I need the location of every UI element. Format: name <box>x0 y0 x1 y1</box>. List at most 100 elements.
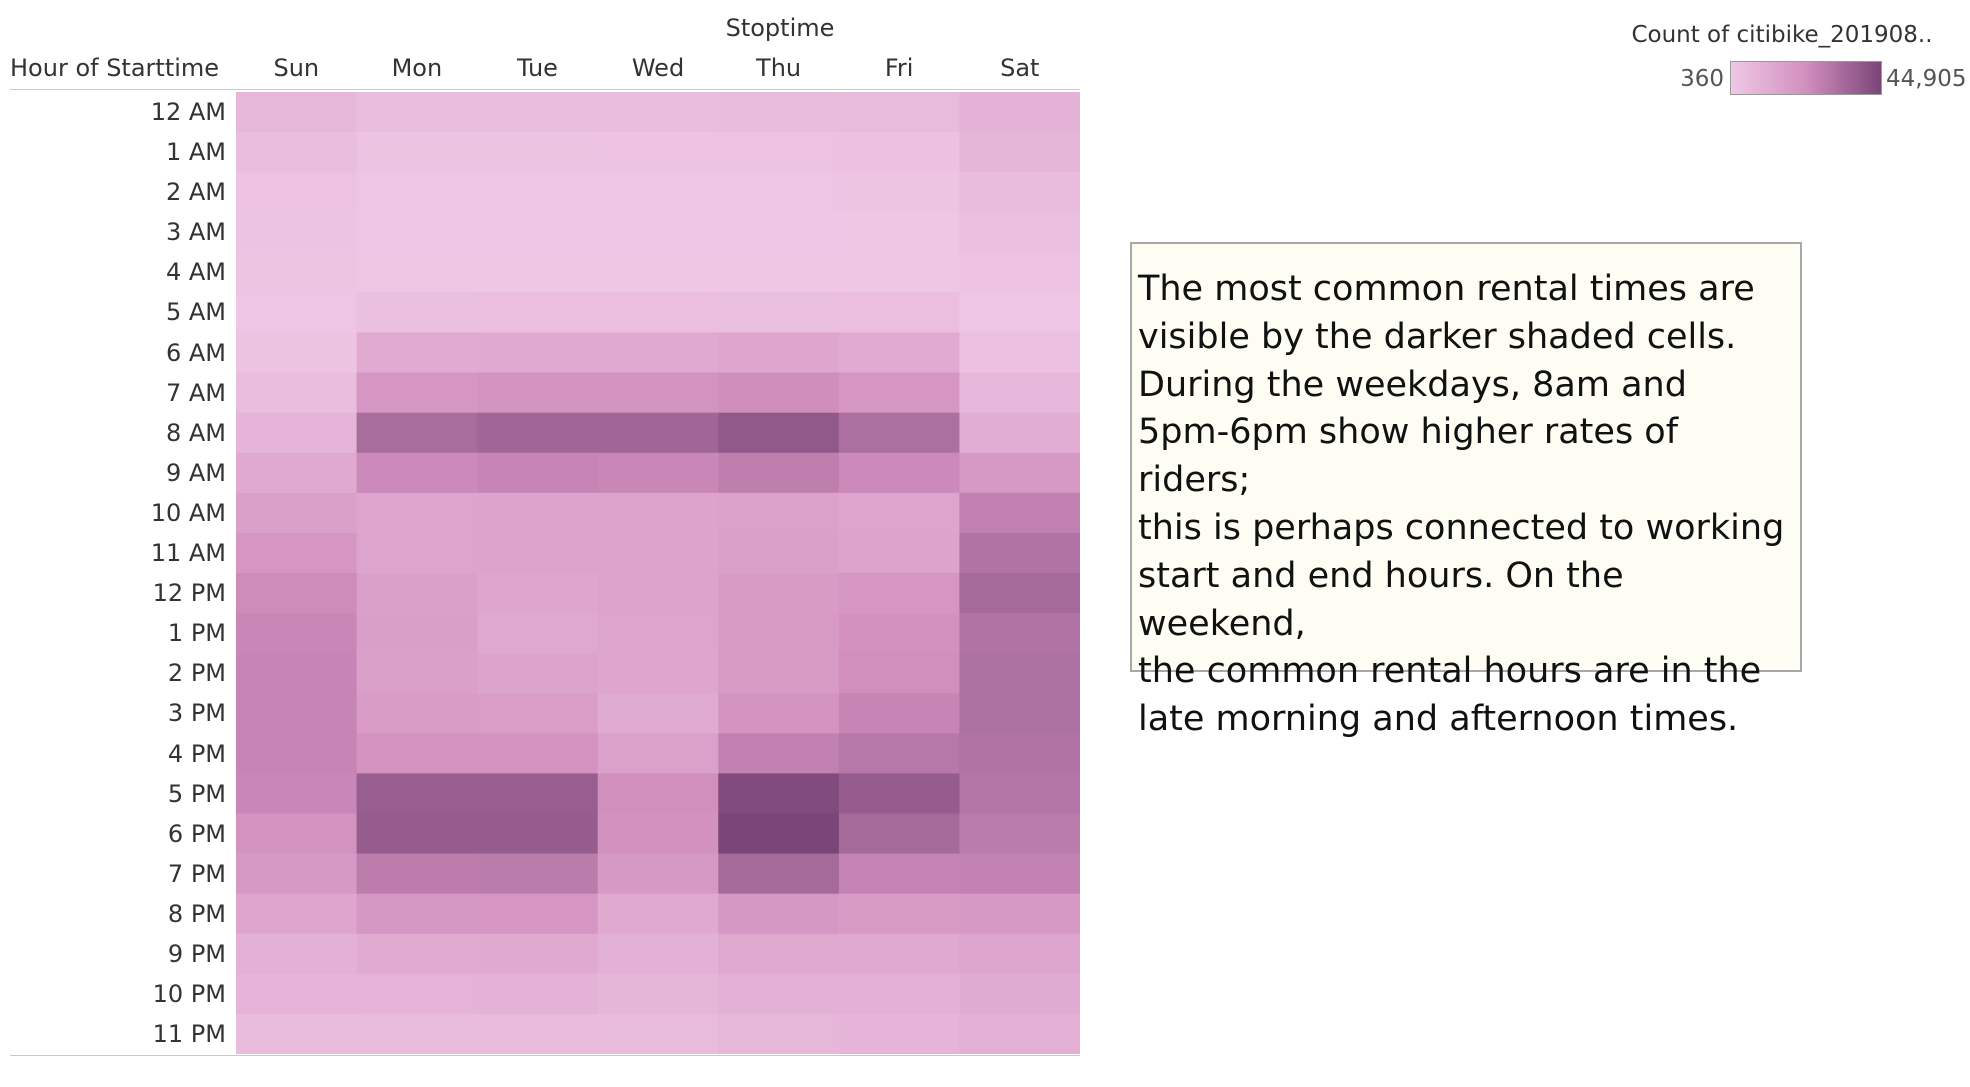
heatmap-cell[interactable] <box>959 372 1080 414</box>
heatmap-cell[interactable] <box>838 292 961 334</box>
heatmap-cell[interactable] <box>959 773 1080 815</box>
heatmap-cell[interactable] <box>959 92 1080 133</box>
heatmap-cell[interactable] <box>959 172 1080 213</box>
heatmap-cell[interactable] <box>959 973 1080 1015</box>
heatmap-cell[interactable] <box>356 452 478 494</box>
heatmap-cell[interactable] <box>597 452 719 494</box>
heatmap-cell[interactable] <box>356 492 478 534</box>
heatmap-cell[interactable] <box>477 252 599 294</box>
heatmap-cell[interactable] <box>838 933 961 975</box>
heatmap-cell[interactable] <box>597 412 719 454</box>
heatmap-cell[interactable] <box>477 733 599 775</box>
heatmap-cell[interactable] <box>477 933 599 975</box>
heatmap-cell[interactable] <box>959 853 1080 895</box>
heatmap-cell[interactable] <box>236 92 358 133</box>
heatmap-cell[interactable] <box>477 332 599 374</box>
heatmap-cell[interactable] <box>959 132 1080 173</box>
heatmap-cell[interactable] <box>356 693 478 734</box>
heatmap-cell[interactable] <box>718 452 840 494</box>
heatmap-cell[interactable] <box>236 372 358 414</box>
heatmap-cell[interactable] <box>356 132 478 173</box>
heatmap-cell[interactable] <box>838 172 961 213</box>
heatmap-cell[interactable] <box>236 893 358 935</box>
heatmap-cell[interactable] <box>597 1013 719 1054</box>
heatmap-cell[interactable] <box>356 933 478 975</box>
heatmap-cell[interactable] <box>477 492 599 534</box>
heatmap-cell[interactable] <box>356 412 478 454</box>
heatmap-cell[interactable] <box>838 332 961 374</box>
heatmap-cell[interactable] <box>959 933 1080 975</box>
heatmap-cell[interactable] <box>838 733 961 775</box>
heatmap-cell[interactable] <box>718 132 840 173</box>
heatmap-cell[interactable] <box>718 172 840 213</box>
heatmap-cell[interactable] <box>597 172 719 213</box>
heatmap-cell[interactable] <box>959 653 1080 694</box>
heatmap-cell[interactable] <box>838 1013 961 1054</box>
heatmap-cell[interactable] <box>356 733 478 775</box>
heatmap-cell[interactable] <box>718 1013 840 1054</box>
heatmap-cell[interactable] <box>236 132 358 173</box>
heatmap-cell[interactable] <box>597 653 719 694</box>
heatmap-cell[interactable] <box>236 172 358 213</box>
heatmap-cell[interactable] <box>718 733 840 775</box>
heatmap-cell[interactable] <box>477 693 599 734</box>
heatmap-cell[interactable] <box>236 853 358 895</box>
heatmap-cell[interactable] <box>959 492 1080 534</box>
heatmap-cell[interactable] <box>356 252 478 294</box>
heatmap-cell[interactable] <box>838 532 961 574</box>
heatmap-cell[interactable] <box>356 973 478 1015</box>
heatmap-cell[interactable] <box>597 92 719 133</box>
heatmap-cell[interactable] <box>597 933 719 975</box>
heatmap-cell[interactable] <box>597 893 719 935</box>
heatmap-cell[interactable] <box>959 412 1080 454</box>
heatmap-cell[interactable] <box>718 773 840 815</box>
heatmap-cell[interactable] <box>838 693 961 734</box>
heatmap-cell[interactable] <box>356 172 478 213</box>
heatmap-cell[interactable] <box>959 452 1080 494</box>
heatmap-cell[interactable] <box>597 252 719 294</box>
heatmap-cell[interactable] <box>236 693 358 734</box>
heatmap-cell[interactable] <box>597 372 719 414</box>
heatmap-cell[interactable] <box>838 853 961 895</box>
heatmap-cell[interactable] <box>236 813 358 855</box>
heatmap-cell[interactable] <box>838 132 961 173</box>
heatmap-cell[interactable] <box>959 733 1080 775</box>
color-legend-title[interactable]: Count of citibike_201908.. <box>1631 22 1933 48</box>
heatmap-cell[interactable] <box>236 573 358 614</box>
heatmap-cell[interactable] <box>959 893 1080 935</box>
heatmap-cell[interactable] <box>838 653 961 694</box>
heatmap-cell[interactable] <box>718 573 840 614</box>
heatmap-cell[interactable] <box>718 973 840 1015</box>
heatmap-cell[interactable] <box>597 532 719 574</box>
heatmap-cell[interactable] <box>356 332 478 374</box>
heatmap-cell[interactable] <box>477 893 599 935</box>
heatmap-cell[interactable] <box>236 252 358 294</box>
heatmap-cell[interactable] <box>236 412 358 454</box>
heatmap-cell[interactable] <box>477 132 599 173</box>
heatmap-cell[interactable] <box>718 372 840 414</box>
heatmap-cell[interactable] <box>838 212 961 253</box>
heatmap-cell[interactable] <box>477 452 599 494</box>
heatmap-cell[interactable] <box>959 573 1080 614</box>
heatmap-cell[interactable] <box>236 452 358 494</box>
heatmap-cell[interactable] <box>236 653 358 694</box>
heatmap-cell[interactable] <box>477 292 599 334</box>
heatmap-cell[interactable] <box>718 893 840 935</box>
heatmap-cell[interactable] <box>236 332 358 374</box>
heatmap-cell[interactable] <box>959 813 1080 855</box>
heatmap-cell[interactable] <box>838 613 961 654</box>
heatmap-cell[interactable] <box>356 372 478 414</box>
heatmap-cell[interactable] <box>959 332 1080 374</box>
heatmap-cell[interactable] <box>597 292 719 334</box>
heatmap-cell[interactable] <box>597 132 719 173</box>
heatmap-cell[interactable] <box>959 1013 1080 1054</box>
heatmap-cell[interactable] <box>597 573 719 614</box>
heatmap-cell[interactable] <box>477 813 599 855</box>
heatmap-cell[interactable] <box>718 933 840 975</box>
heatmap-cell[interactable] <box>959 532 1080 574</box>
heatmap-cell[interactable] <box>236 613 358 654</box>
heatmap-cell[interactable] <box>838 813 961 855</box>
heatmap-cell[interactable] <box>959 252 1080 294</box>
heatmap-cell[interactable] <box>477 853 599 895</box>
heatmap-cell[interactable] <box>838 973 961 1015</box>
